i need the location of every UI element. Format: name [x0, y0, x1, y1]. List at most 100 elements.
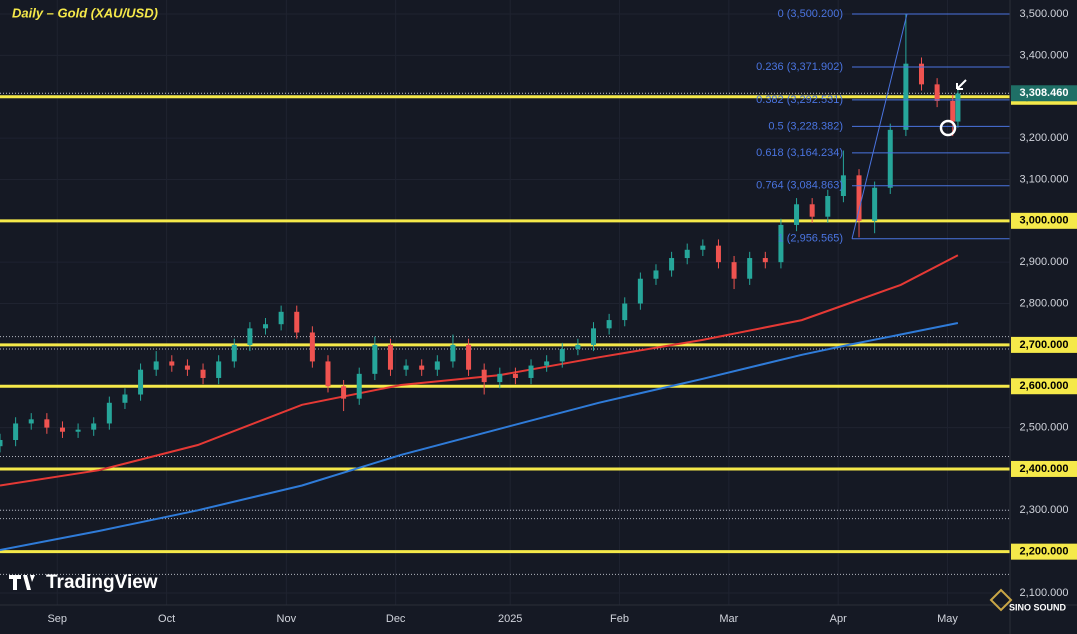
candle-body — [403, 365, 409, 370]
candle-body — [434, 361, 440, 370]
candle-body — [466, 344, 472, 370]
candle-body — [278, 311, 284, 325]
x-tick-label: Mar — [719, 613, 738, 625]
candle-body — [169, 361, 175, 366]
candle-body — [918, 63, 924, 85]
moving-average — [0, 322, 959, 551]
x-tick-label: Dec — [386, 613, 406, 625]
x-tick-label: Oct — [158, 613, 175, 625]
candle-body — [747, 258, 753, 279]
level-tag — [1011, 378, 1077, 395]
candle-body — [341, 386, 347, 399]
candle-body — [356, 373, 362, 399]
candle-body — [512, 373, 518, 378]
candle-body — [200, 369, 206, 378]
candle-body — [637, 278, 643, 304]
candle-body — [887, 129, 893, 188]
x-tick-label: Sep — [47, 613, 67, 625]
candle-body — [528, 365, 534, 378]
candle-body — [497, 373, 503, 383]
candle-body — [294, 311, 300, 333]
candle-body — [450, 344, 456, 362]
candle-body — [950, 100, 956, 122]
x-tick-label: 2025 — [498, 613, 522, 625]
level-layer — [0, 92, 1010, 575]
tradingview-logo: TradingView — [9, 572, 158, 593]
axis-layer: 3,500.0003,400.0003,300.0003,200.0003,10… — [47, 8, 1077, 625]
candle-body — [138, 369, 144, 395]
y-tick-label: 2,600.000 — [1020, 380, 1069, 392]
candle-body — [13, 423, 19, 440]
y-tick-label: 2,700.000 — [1020, 339, 1069, 351]
candle-body — [622, 303, 628, 321]
candle-body — [216, 361, 222, 378]
x-tick-label: Apr — [830, 613, 847, 625]
fibonacci-layer: 0 (3,500.200) 0.236 (3,371.902) 0.382 (3,2… — [756, 8, 1010, 245]
candle-body — [809, 204, 815, 217]
fib-label: 0.382 (3,292.531) — [756, 94, 843, 106]
candle-body — [825, 196, 831, 217]
candle-body — [934, 84, 940, 101]
candle-body — [28, 419, 34, 424]
candle-body — [0, 440, 3, 447]
y-tick-label: 3,400.000 — [1020, 49, 1069, 61]
y-tick-label: 2,100.000 — [1020, 587, 1069, 599]
y-tick-label: 3,500.000 — [1020, 8, 1069, 20]
candle-body — [75, 429, 81, 432]
candle-body — [872, 187, 878, 221]
fib-label: 0 (3,500.200) — [778, 8, 843, 20]
y-tick-label: 2,300.000 — [1020, 504, 1069, 516]
fib-label: 0.236 (3,371.902) — [756, 61, 843, 73]
candle-body — [575, 344, 581, 350]
level-tag — [1011, 543, 1077, 560]
x-tick-label: Feb — [610, 613, 629, 625]
candle-body — [731, 262, 737, 279]
candle-body — [309, 332, 315, 362]
candle-body — [247, 328, 253, 345]
candle-body — [419, 365, 425, 370]
candle-body — [653, 270, 659, 279]
candle-layer — [0, 14, 961, 453]
level-tag — [1011, 460, 1077, 477]
candle-body — [559, 349, 565, 362]
candle-body — [372, 344, 378, 374]
y-tick-label: 3,100.000 — [1020, 173, 1069, 185]
sino-sound-logo: SINO SOUND — [989, 588, 1067, 612]
last-price-label: 3,308.460 — [1020, 87, 1069, 99]
candle-body — [669, 258, 675, 271]
candle-body — [794, 204, 800, 225]
candle-body — [59, 427, 65, 432]
fib-label: 0.764 (3,084.863) — [756, 180, 843, 192]
candle-body — [684, 249, 690, 259]
candle-body — [325, 361, 331, 387]
moving-average — [0, 254, 959, 487]
x-tick-label: Nov — [277, 613, 297, 625]
logo-mark — [989, 588, 1013, 612]
candle-body — [122, 394, 128, 403]
watermark: TradingView — [46, 572, 158, 593]
last-price-tag — [1011, 85, 1077, 102]
highlight-circle — [939, 119, 957, 137]
candle-body — [44, 419, 50, 428]
candle-body — [778, 224, 784, 263]
candle-body — [106, 402, 112, 424]
y-tick-label: 2,800.000 — [1020, 297, 1069, 309]
candle-body — [700, 245, 706, 250]
watermark: SINO SOUND — [1009, 602, 1067, 612]
fib-label: 1 (2,956.565) — [778, 233, 843, 245]
candle-body — [184, 365, 190, 370]
y-tick-label: 3,200.000 — [1020, 132, 1069, 144]
candle-body — [762, 258, 768, 263]
candle-body — [387, 344, 393, 370]
y-tick-label: 2,400.000 — [1020, 463, 1069, 475]
candle-body — [153, 361, 159, 370]
y-tick-label: 2,200.000 — [1020, 546, 1069, 558]
candle-body — [544, 361, 550, 366]
candle-body — [856, 175, 862, 221]
level-tag — [1011, 336, 1077, 353]
pointer-arrow — [956, 79, 967, 90]
candle-body — [91, 423, 97, 430]
